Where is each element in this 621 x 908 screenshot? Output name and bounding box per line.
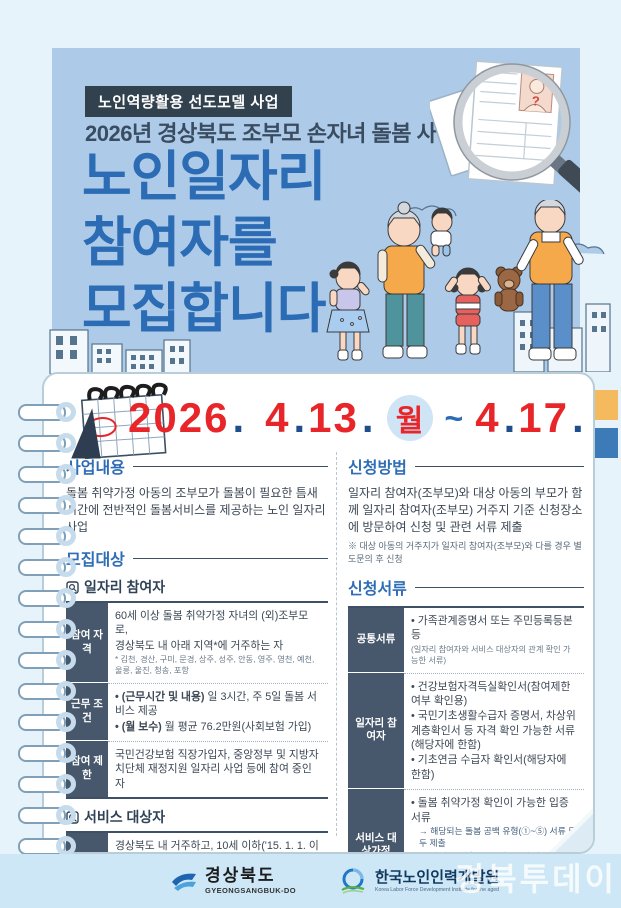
spiral-ring xyxy=(18,433,76,453)
row-content: 60세 이상 돌봄 취약가정 자녀의 (외)조부모로, 경상북도 내 아래 지역… xyxy=(115,610,315,676)
headline: 노인일자리 참여자를 모집합니다. xyxy=(82,144,340,342)
table-row: 일자리 참여자 • 건강보험자격득실확인서(참여제한 여부 확인용) • 국민기… xyxy=(348,672,584,790)
gyeongbuk-logo-icon xyxy=(172,873,196,891)
apply-method-heading: 신청방법 xyxy=(348,454,584,478)
spiral-ring xyxy=(18,836,76,856)
table-row: 참여 자격 60세 이상 돌봄 취약가정 자녀의 (외)조부모로, 경상북도 내… xyxy=(66,603,328,683)
headline-line: 노인일자리 xyxy=(82,147,326,207)
recruitment-period: 2026 . 4 . 13 . 월 ~ 4 . 17 . 금 xyxy=(128,394,593,442)
headline-line: 참여자를 xyxy=(82,213,278,273)
weekday-start-badge: 월 xyxy=(386,395,433,441)
table-row: 근무 조건 • (근무시간 및 내용) 일 3시간, 주 5일 돌봄 서비스 제… xyxy=(66,682,328,742)
badge: 노인역량활용 선도모델 사업 xyxy=(85,86,292,117)
row-label: 일자리 참여자 xyxy=(348,672,404,790)
apply-method-note: ※ 대상 아동의 거주지가 일자리 참여자(조부모)와 다를 경우 별도문의 후… xyxy=(348,541,582,565)
spiral-ring xyxy=(18,557,76,577)
spiral-ring xyxy=(18,743,76,763)
row-content: 경상북도 내 거주하고, 10세 이하('15. 1. 1. 이후 출생자) 자… xyxy=(115,840,319,853)
bookmark-tab-blue xyxy=(592,428,618,458)
row-label: 참여 대상 xyxy=(66,833,108,852)
docs-table: 공통서류 • 가족관계증명서 또는 주민등록등본 등 (일자리 참여자와 서비스… xyxy=(348,606,584,852)
service-target-subheading: 서비스 대상자 xyxy=(66,807,328,827)
inst-name: 한국노인인력개발원 xyxy=(375,868,500,886)
job-participant-subheading: 일자리 참여자 xyxy=(66,577,328,597)
headline-line: 모집합니다. xyxy=(82,279,340,339)
gyeongsangbuk-do-logo: 경상북도 GYEONGSANGBUK-DO xyxy=(170,867,296,895)
spiral-ring xyxy=(18,495,76,515)
left-column: 사업내용 돌봄 취약가정 아동의 조부모가 돌봄이 필요한 틈새시간에 전반적인… xyxy=(66,454,328,853)
business-heading: 사업내용 xyxy=(66,454,328,478)
kordi-logo: 한국노인인력개발원 Korea Labor Force Development … xyxy=(338,866,499,896)
gov-name: 경상북도 xyxy=(205,866,276,885)
row-label: 공통서류 xyxy=(348,608,404,673)
table-row: 참여 대상 경상북도 내 거주하고, 10세 이하('15. 1. 1. 이후 … xyxy=(66,833,328,853)
row-content: • 돌봄 취약가정 확인이 가능한 입증서류 → 해당되는 돌봄 공백 유형(①… xyxy=(404,789,584,852)
period-end-month: 4 xyxy=(475,394,501,441)
notebook-page: 2026 . 4 . 13 . 월 ~ 4 . 17 . 금 사업내용 돌봄 취… xyxy=(42,372,595,854)
table-row: 서비스 대상가정 • 돌봄 취약가정 확인이 가능한 입증서류 → 해당되는 돌… xyxy=(348,789,584,852)
spiral-ring xyxy=(18,650,76,670)
recruit-heading: 모집대상 xyxy=(66,546,328,570)
row-label: 참여 자격 xyxy=(66,603,108,683)
spiral-ring xyxy=(18,681,76,701)
spiral-binding xyxy=(18,402,76,887)
spiral-ring xyxy=(18,526,76,546)
hero-panel: 노인역량활용 선도모델 사업 2026년 경상북도 조부모 손자녀 돌봄 사업 … xyxy=(52,48,611,488)
inst-name-en: Korea Labor Force Development Institute … xyxy=(375,886,499,893)
period-tilde: ~ xyxy=(444,399,464,436)
row-label: 서비스 대상가정 xyxy=(348,789,404,852)
family-illustration xyxy=(326,200,611,372)
business-body: 돌봄 취약가정 아동의 조부모가 돌봄이 필요한 틈새시간에 전반적인 돌봄서비… xyxy=(66,486,326,535)
docs-heading: 신청서류 xyxy=(348,575,584,599)
period-start-month: 4 xyxy=(265,394,291,441)
right-column: 신청방법 일자리 참여자(조부모)와 대상 아동의 부모가 함께 일자리 참여자… xyxy=(348,454,584,852)
spiral-ring xyxy=(18,464,76,484)
row-content: • (근무시간 및 내용) 일 3시간, 주 5일 돌봄 서비스 제공 • (월… xyxy=(108,682,328,741)
column-divider xyxy=(336,452,337,836)
row-content: • 건강보험자격득실확인서(참여제한 여부 확인용) • 국민기초생활수급자 증… xyxy=(404,672,584,790)
table-row: 참여 제한 국민건강보험 직장가입자, 중앙정부 및 지방자치단체 재정지원 일… xyxy=(66,741,328,798)
period-year: 2026 xyxy=(128,394,230,441)
spiral-ring xyxy=(18,712,76,732)
spiral-ring xyxy=(18,588,76,608)
period-end-day: 17 xyxy=(518,394,569,441)
program-title: 2026년 경상북도 조부모 손자녀 돌봄 사업 xyxy=(85,121,457,146)
apply-method-body: 일자리 참여자(조부모)와 대상 아동의 부모가 함께 일자리 참여자(조부모)… xyxy=(348,486,583,535)
spiral-ring xyxy=(18,402,76,422)
table-row: 공통서류 • 가족관계증명서 또는 주민등록등본 등 (일자리 참여자와 서비스… xyxy=(348,608,584,673)
row-content: 국민건강보험 직장가입자, 중앙정부 및 지방자치단체 재정지원 일자리 사업 … xyxy=(108,741,328,797)
spiral-ring xyxy=(18,619,76,639)
calendar-icon xyxy=(71,382,168,460)
job-participant-table: 참여 자격 60세 이상 돌봄 취약가정 자녀의 (외)조부모로, 경상북도 내… xyxy=(66,601,328,800)
spiral-ring xyxy=(18,805,76,825)
city-buildings-illustration xyxy=(49,329,191,374)
resume-magnifier-illustration: ? xyxy=(430,60,580,195)
page-fold-shadow xyxy=(555,814,593,852)
gov-name-en: GYEONGSANGBUK-DO xyxy=(205,886,296,895)
svg-text:?: ? xyxy=(531,93,540,109)
row-content: • 가족관계증명서 또는 주민등록등본 등 (일자리 참여자와 서비스 대상자의… xyxy=(411,615,573,665)
bookmark-tab-orange xyxy=(592,390,618,420)
period-start-day: 13 xyxy=(308,394,359,441)
footer: 경상북도 GYEONGSANGBUK-DO 한국노인인력개발원 Korea La… xyxy=(0,854,621,908)
spiral-ring xyxy=(18,774,76,794)
kordi-logo-icon xyxy=(341,868,365,894)
service-target-table: 참여 대상 경상북도 내 거주하고, 10세 이하('15. 1. 1. 이후 … xyxy=(66,831,328,853)
watermark: 경북투데이 xyxy=(454,861,617,897)
